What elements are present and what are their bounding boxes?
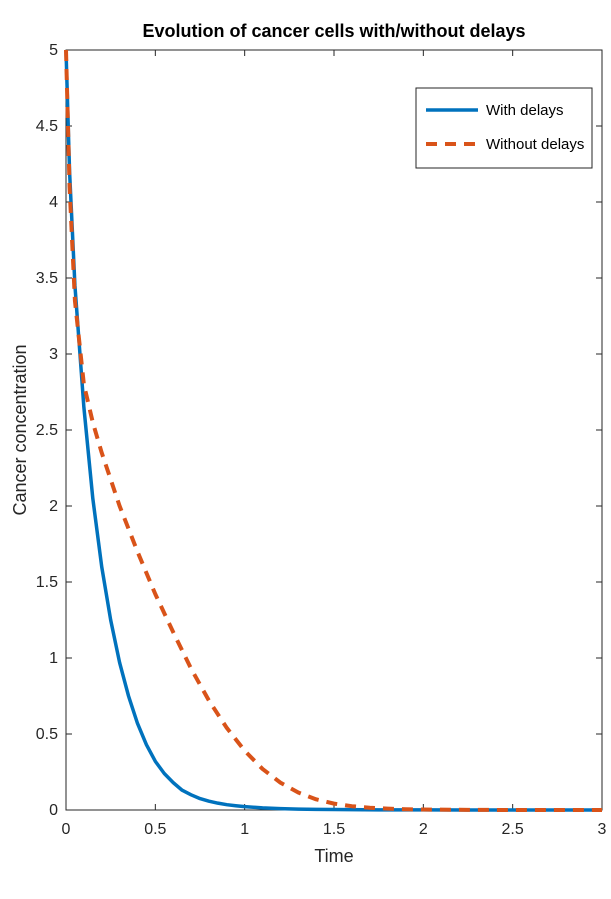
x-tick-label: 0.5 [144, 821, 166, 838]
y-tick-label: 3 [49, 346, 58, 363]
x-tick-label: 2 [419, 821, 428, 838]
y-tick-label: 0 [49, 802, 58, 819]
x-tick-label: 1 [240, 821, 249, 838]
y-tick-label: 1.5 [36, 574, 58, 591]
x-tick-label: 3 [598, 821, 607, 838]
y-tick-label: 2.5 [36, 422, 58, 439]
legend-label: With delays [486, 102, 564, 119]
x-tick-label: 0 [62, 821, 71, 838]
y-tick-label: 5 [49, 42, 58, 59]
x-tick-label: 1.5 [323, 821, 345, 838]
y-tick-label: 4 [49, 194, 58, 211]
legend: With delays Without delays [415, 87, 593, 169]
series-line-without-delays [64, 49, 602, 812]
y-tick-label: 4.5 [36, 118, 58, 135]
x-axis-title: Time [314, 846, 353, 866]
plot-area: 0 0.5 1 1.5 2 2.5 3 0 0.5 1 1.5 2 2.5 3 3.5 4 4.5 5 [36, 42, 607, 838]
legend-box [415, 87, 593, 169]
chart-title: Evolution of cancer cells with/without d… [142, 21, 525, 41]
y-tick-label: 1 [49, 650, 58, 667]
legend-label: Without delays [486, 136, 584, 153]
series-line-with-delays [64, 49, 602, 812]
x-tick-label: 2.5 [502, 821, 524, 838]
y-tick-label: 3.5 [36, 270, 58, 287]
y-tick-label: 0.5 [36, 726, 58, 743]
y-axis-title: Cancer concentration [10, 344, 30, 515]
y-tick-label: 2 [49, 498, 58, 515]
